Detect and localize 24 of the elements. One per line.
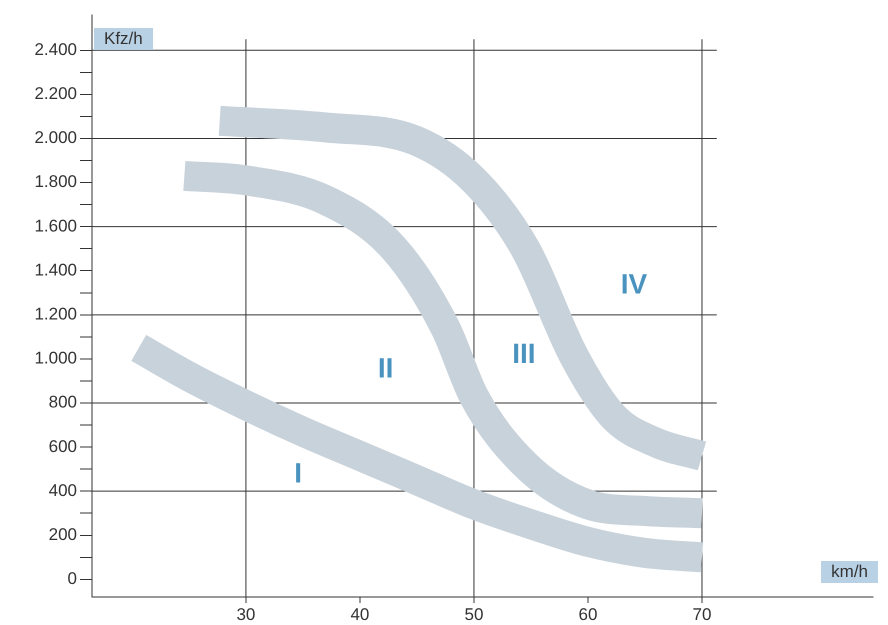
x-tick-label: 40 <box>350 604 370 624</box>
y-tick-label: 1.800 <box>34 172 77 192</box>
y-tick-label: 1.200 <box>34 304 77 324</box>
annotation: II <box>378 352 394 384</box>
x-axis-title: km/h <box>821 561 878 583</box>
y-tick-label: 800 <box>48 392 77 412</box>
y-axis-title: Kfz/h <box>94 28 153 50</box>
annotation: III <box>512 338 536 370</box>
y-tick-label: 1.400 <box>34 260 77 280</box>
x-tick-label: 30 <box>236 604 256 624</box>
x-tick-label: 50 <box>464 604 484 624</box>
y-tick-label: 0 <box>68 569 77 588</box>
annotation: I <box>294 458 302 488</box>
y-tick-label: 2.200 <box>34 84 77 104</box>
annotation: IV <box>620 268 648 300</box>
y-tick-label: 600 <box>48 436 77 456</box>
y-tick-label: 400 <box>48 480 77 500</box>
y-tick-label: 2.000 <box>34 128 77 148</box>
x-tick-label: 70 <box>692 604 712 624</box>
y-tick-label: 1.600 <box>34 216 77 236</box>
y-tick-label: 200 <box>48 524 77 544</box>
y-tick-label: 2.400 <box>34 40 77 59</box>
y-tick-label: 1.000 <box>34 348 77 368</box>
x-tick-label: 60 <box>578 604 598 624</box>
